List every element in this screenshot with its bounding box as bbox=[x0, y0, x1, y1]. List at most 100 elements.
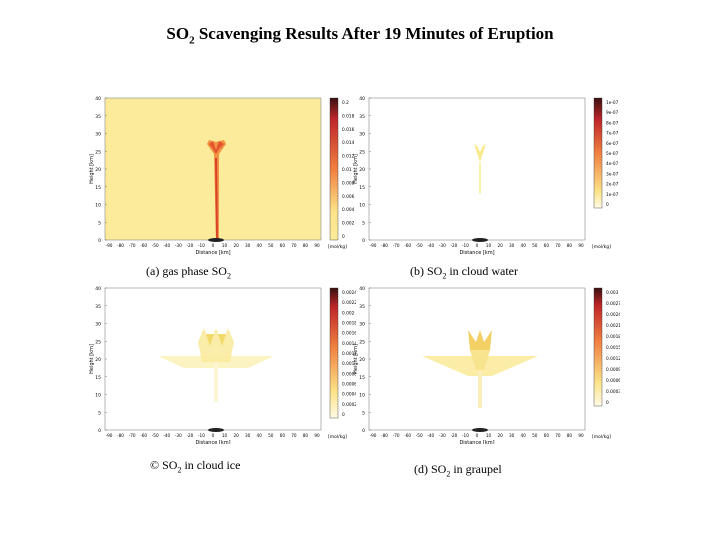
colorbar-tick-label: 0.0021 bbox=[606, 323, 620, 329]
x-tick-label: 0 bbox=[212, 433, 215, 438]
x-tick-label: -20 bbox=[186, 243, 193, 248]
x-tick-label: 10 bbox=[486, 243, 492, 248]
x-tick-label: -60 bbox=[140, 433, 147, 438]
y-tick-label: 10 bbox=[95, 393, 101, 399]
colorbar-tick-label: 0.002 bbox=[342, 310, 355, 316]
y-tick-label: 35 bbox=[359, 114, 365, 120]
colorbar-tick-label: 0.0008 bbox=[342, 371, 356, 377]
x-tick-label: 20 bbox=[497, 433, 503, 438]
x-tick-label: -50 bbox=[152, 433, 159, 438]
x-tick-label: -90 bbox=[106, 433, 113, 438]
colorbar-tick-label: 0 bbox=[606, 400, 609, 406]
x-tick-label: 80 bbox=[303, 433, 309, 438]
caption-b: (b) SO2 in cloud water bbox=[410, 264, 518, 281]
colorbar-tick-label: 0.018 bbox=[342, 113, 355, 119]
x-tick-label: -90 bbox=[106, 243, 113, 248]
panel-cloud-ice: 0 5 10 15 20 25 30 35 40 Height [km] -90 -80 -70 -60-… bbox=[88, 284, 357, 449]
x-tick-label: -80 bbox=[381, 243, 388, 248]
y-tick-label: 5 bbox=[98, 220, 101, 226]
colorbar-tick-label: 0.0012 bbox=[606, 356, 620, 362]
x-tick-label: 20 bbox=[233, 243, 239, 248]
x-tick-label: 80 bbox=[567, 243, 573, 248]
y-axis-label: Height [km] bbox=[353, 344, 359, 374]
colorbar-tick-label: 9e-07 bbox=[606, 110, 619, 116]
caption-c: © SO2 in cloud ice bbox=[150, 458, 241, 475]
y-tick-label: 5 bbox=[98, 410, 101, 416]
x-tick-label: 30 bbox=[509, 243, 515, 248]
x-tick-label: 30 bbox=[245, 433, 251, 438]
x-tick-label: -60 bbox=[404, 433, 411, 438]
x-tick-label: 0 bbox=[212, 243, 215, 248]
x-tick-label: 60 bbox=[544, 433, 550, 438]
x-axis-label: Distance [km] bbox=[459, 440, 494, 444]
colorbar-tick-label: 0.0012 bbox=[342, 351, 356, 357]
y-tick-label: 40 bbox=[359, 96, 365, 102]
y-tick-label: 30 bbox=[359, 322, 365, 328]
colorbar-tick-label: 0.0018 bbox=[342, 321, 356, 327]
x-tick-label: -80 bbox=[117, 243, 124, 248]
x-tick-label: 30 bbox=[245, 243, 251, 248]
x-tick-label: -10 bbox=[198, 243, 205, 248]
colorbar-tick-label: 0.002 bbox=[342, 221, 355, 227]
x-tick-label: 10 bbox=[222, 243, 228, 248]
x-tick-label: 90 bbox=[314, 243, 320, 248]
x-tick-label: -50 bbox=[152, 243, 159, 248]
colorbar-tick-label: 0 bbox=[606, 202, 609, 208]
y-tick-label: 40 bbox=[95, 286, 101, 292]
x-tick-label: -10 bbox=[462, 243, 469, 248]
y-axis-label: Height [km] bbox=[89, 344, 95, 374]
y-tick-label: 40 bbox=[359, 286, 365, 292]
x-tick-label: -60 bbox=[404, 243, 411, 248]
x-tick-label: 70 bbox=[291, 433, 297, 438]
colorbar-tick-label: 7e-07 bbox=[606, 131, 619, 137]
y-tick-label: 10 bbox=[95, 203, 101, 209]
x-tick-label: -20 bbox=[186, 433, 193, 438]
x-tick-label: -20 bbox=[450, 243, 457, 248]
colorbar-tick-label: 3e-07 bbox=[606, 171, 619, 177]
x-tick-label: -70 bbox=[129, 243, 136, 248]
colorbar-tick-label: 0.0022 bbox=[342, 300, 356, 306]
y-tick-label: 0 bbox=[362, 428, 365, 434]
y-tick-label: 35 bbox=[95, 304, 101, 310]
x-axis-label: Distance [km] bbox=[195, 250, 230, 256]
colorbar-tick-label: 0.0002 bbox=[342, 402, 356, 408]
colorbar-tick-label: 0.004 bbox=[342, 207, 355, 213]
y-tick-label: 0 bbox=[98, 428, 101, 434]
y-axis-label: Height [km] bbox=[353, 154, 359, 184]
x-tick-label: 60 bbox=[544, 243, 550, 248]
colorbar-tick-label: 0 bbox=[342, 412, 345, 418]
colorbar-tick-label: 8e-07 bbox=[606, 120, 619, 126]
x-tick-label: -70 bbox=[393, 433, 400, 438]
x-tick-label: 40 bbox=[257, 243, 263, 248]
x-tick-label: 60 bbox=[280, 433, 286, 438]
y-tick-label: 20 bbox=[359, 357, 365, 363]
colorbar-unit: [mol/kg] bbox=[592, 244, 611, 250]
x-tick-label: -20 bbox=[450, 433, 457, 438]
x-tick-label: 0 bbox=[476, 433, 479, 438]
x-tick-label: -70 bbox=[393, 243, 400, 248]
x-tick-label: 90 bbox=[578, 433, 584, 438]
y-tick-label: 0 bbox=[362, 238, 365, 244]
x-tick-label: -80 bbox=[381, 433, 388, 438]
colorbar-tick-label: 0.0016 bbox=[342, 331, 356, 337]
x-tick-label: 50 bbox=[268, 433, 274, 438]
colorbar-tick-label: 1e-07 bbox=[606, 192, 619, 198]
x-tick-label: 50 bbox=[268, 243, 274, 248]
y-tick-label: 20 bbox=[95, 167, 101, 173]
x-tick-label: -80 bbox=[117, 433, 124, 438]
y-tick-label: 5 bbox=[362, 220, 365, 226]
colorbar-tick-label: 0.006 bbox=[342, 194, 355, 200]
page-title: SO2 Scavenging Results After 19 Minutes … bbox=[166, 24, 554, 47]
x-tick-label: 80 bbox=[303, 243, 309, 248]
colorbar-tick-label: 0.012 bbox=[342, 154, 355, 160]
x-tick-label: 50 bbox=[532, 433, 538, 438]
x-tick-label: 90 bbox=[314, 433, 320, 438]
colorbar-tick-label: 1e-07 bbox=[606, 100, 619, 106]
x-tick-label: -50 bbox=[416, 433, 423, 438]
y-tick-label: 15 bbox=[359, 185, 365, 191]
y-tick-label: 15 bbox=[359, 375, 365, 381]
y-tick-label: 5 bbox=[362, 410, 365, 416]
